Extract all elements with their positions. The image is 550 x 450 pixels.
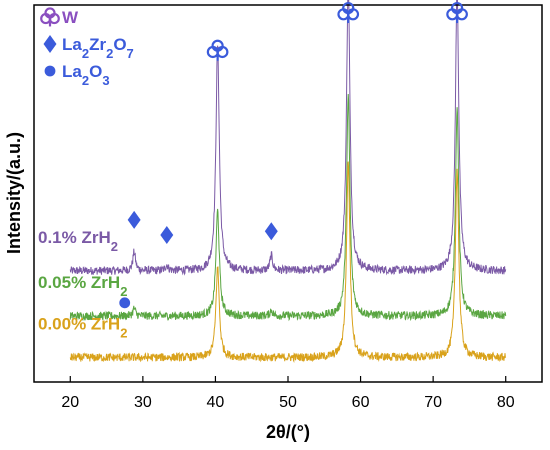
x-tick-label: 30 [134,394,152,411]
series-line-0 [69,0,507,276]
legend-circle-icon [44,65,56,77]
series-label-0: 0.1% ZrH2 [38,228,118,254]
x-tick-label: 60 [352,394,370,411]
peak-club-icon [337,1,360,24]
x-tick-label: 40 [207,394,225,411]
x-tick-label: 80 [497,394,515,411]
peak-diamond-icon [127,210,141,229]
peak-markers [119,1,468,309]
y-axis-title: Intensity/(a.u.) [4,132,24,254]
series-label-1: 0.05% ZrH2 [38,273,127,299]
legend-label: La2O3 [62,62,110,88]
x-tick-label: 20 [61,394,79,411]
series-labels: 0.1% ZrH2 0.05% ZrH2 0.00% ZrH2 [38,228,127,340]
series-label-2: 0.00% ZrH2 [38,314,127,340]
legend-label: W [62,8,79,27]
peak-club-icon [446,1,468,24]
x-tick-label: 70 [424,394,442,411]
legend-label: La2Zr2O7 [62,35,134,61]
peak-circle-icon [119,297,131,309]
series-line-1 [69,94,507,322]
x-axis-title: 2θ/(°) [266,422,310,442]
peak-diamond-icon [160,225,174,244]
legend-diamond-icon [43,35,57,53]
plot-area [69,0,507,364]
x-tick-label: 50 [279,394,297,411]
peak-club-icon [206,39,229,61]
legend-club-icon [40,7,60,27]
x-axis-ticks: 20 30 40 50 60 70 80 [61,376,515,411]
series-line-2 [69,161,507,364]
peak-diamond-icon [264,222,278,241]
